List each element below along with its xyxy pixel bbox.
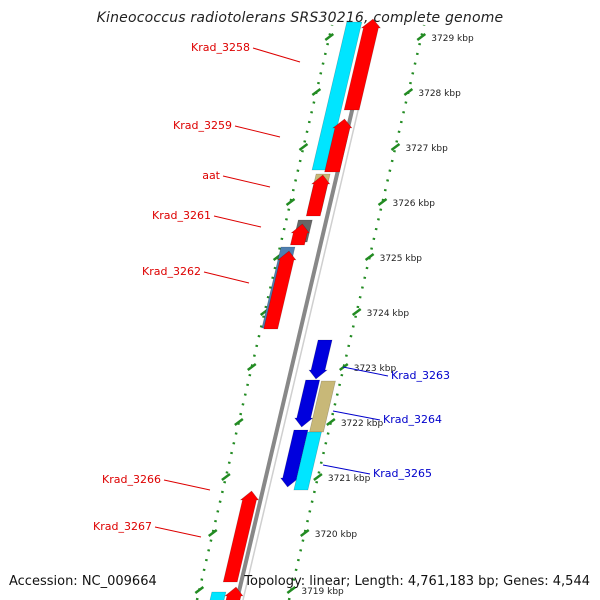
label-aat: aat — [202, 169, 220, 182]
label-krad-3266: Krad_3266 — [102, 473, 161, 486]
label-krad-3261-leader — [213, 215, 262, 228]
right-ruler-tick — [403, 88, 414, 96]
label-krad-3259: Krad_3259 — [173, 119, 232, 132]
right-ruler-tick — [313, 473, 323, 481]
left-ruler-tick — [298, 143, 309, 151]
right-ruler-tick — [377, 198, 388, 206]
ruler-tick-label: 3723 kbp — [354, 364, 397, 374]
left-ruler-tick — [194, 586, 205, 594]
map-title: Kineococcus radiotolerans SRS30216, comp… — [96, 10, 504, 26]
right-ruler-tick — [416, 33, 427, 41]
right-ruler-tick — [299, 529, 310, 537]
ruler-tick-label: 3720 kbp — [315, 530, 358, 540]
label-krad-3258-leader — [252, 47, 301, 63]
left-ruler-tick — [207, 529, 218, 537]
label-krad-3265: Krad_3265 — [373, 467, 432, 480]
ruler-tick-label: 3724 kbp — [367, 309, 410, 319]
genome-summary-text: Topology: linear; Length: 4,761,183 bp; … — [244, 574, 590, 589]
ruler-tick-label: 3727 kbp — [405, 144, 448, 154]
left-ruler-tick — [234, 418, 244, 426]
gene-krad-3262-arrow — [263, 250, 297, 330]
ruler-tick-label: 3728 kbp — [418, 89, 461, 99]
ruler-tick-label: 3721 kbp — [328, 474, 371, 484]
label-krad-3263: Krad_3263 — [391, 369, 450, 382]
right-ruler-tick — [390, 143, 401, 151]
ruler-tick-label: 3722 kbp — [341, 419, 384, 429]
gene-krad-3259-arrow — [324, 118, 353, 173]
left-ruler-tick — [285, 198, 296, 206]
left-ruler-tick — [324, 33, 335, 41]
gene-krad-3268-arrow — [224, 586, 244, 600]
left-ruler-tick — [247, 363, 257, 371]
accession-text: Accession: NC_009664 — [9, 574, 157, 589]
label-krad-3267: Krad_3267 — [93, 520, 152, 533]
label-krad-3263-leader — [342, 366, 389, 377]
label-aat-leader — [222, 175, 271, 188]
label-krad-3267-leader — [154, 526, 202, 538]
gene-krad-3263-arrow — [308, 339, 333, 380]
label-krad-3265-leader — [322, 464, 371, 475]
right-ruler-tick — [286, 586, 297, 594]
gene-krad-3265-arrow — [280, 429, 309, 488]
label-krad-3262-leader — [203, 271, 250, 284]
gene-krad-3258-arrow — [343, 18, 382, 111]
gene-krad-3266-arrow — [222, 490, 260, 583]
gene-aat-arrow — [305, 174, 331, 217]
genome-backbone-highlight — [242, 24, 379, 600]
right-ruler-tick — [351, 308, 362, 316]
gene-krad-3265-cyan — [293, 431, 322, 491]
label-krad-3262: Krad_3262 — [142, 265, 201, 278]
ruler-tick-label: 3726 kbp — [393, 199, 436, 209]
label-krad-3258: Krad_3258 — [191, 41, 250, 54]
gene-krad-3264-khaki — [309, 380, 336, 433]
label-krad-3261: Krad_3261 — [152, 209, 211, 222]
ruler-tick-label: 3719 kbp — [301, 587, 344, 597]
gene-krad-3264-arrow — [294, 379, 321, 428]
left-ruler-tick — [311, 88, 322, 96]
label-krad-3259-leader — [234, 125, 281, 138]
ruler-tick-label: 3725 kbp — [380, 254, 423, 264]
gene-krad-3268-cyan — [209, 591, 227, 600]
genome-backbone — [235, 24, 375, 600]
right-ruler-tick — [364, 253, 375, 261]
right-ruler-tick — [326, 418, 336, 426]
gene-krad-3261-arrow — [290, 223, 310, 246]
label-krad-3264: Krad_3264 — [383, 413, 442, 426]
label-krad-3264-leader — [332, 410, 381, 421]
ruler-tick-label: 3729 kbp — [431, 34, 474, 44]
left-ruler-tick — [221, 473, 231, 481]
label-krad-3266-leader — [163, 479, 211, 491]
